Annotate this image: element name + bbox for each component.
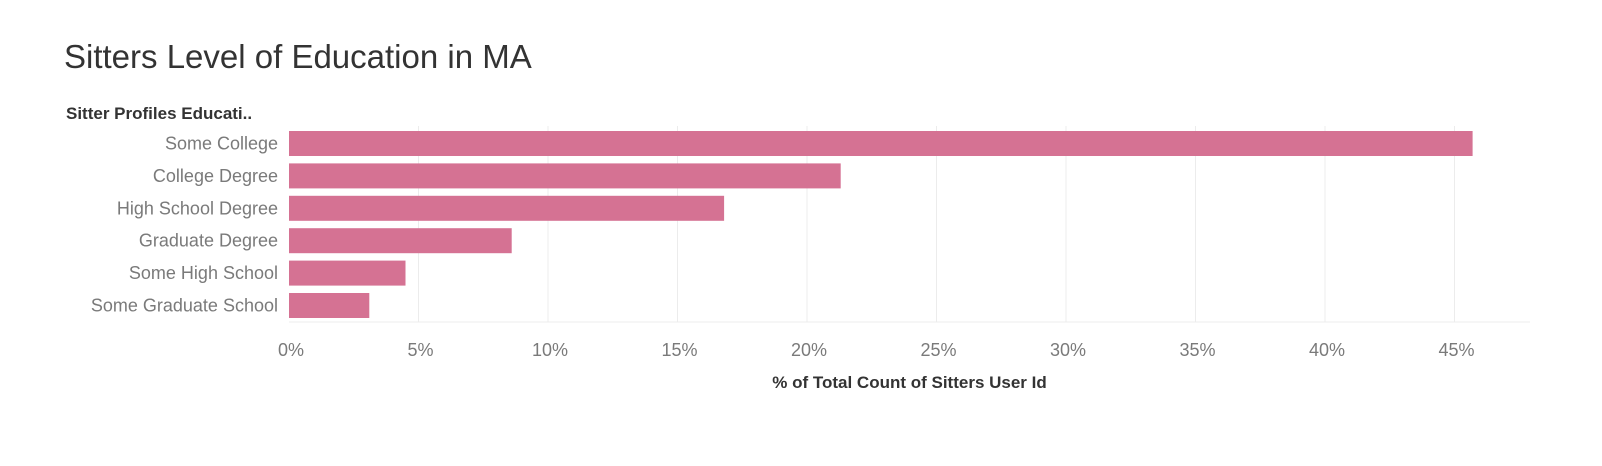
x-axis-title: % of Total Count of Sitters User Id (772, 373, 1047, 392)
category-axis-header: Sitter Profiles Educati.. (66, 104, 253, 123)
bars (289, 131, 1473, 318)
x-tick-label: 20% (791, 340, 827, 360)
x-tick-label: 30% (1050, 340, 1086, 360)
x-tick-label: 25% (920, 340, 956, 360)
x-tick-label: 45% (1438, 340, 1474, 360)
bar-some-high-school[interactable] (289, 260, 406, 286)
chart-title: Sitters Level of Education in MA (64, 38, 532, 75)
x-tick-label: 0% (278, 340, 304, 360)
bar-some-college[interactable] (289, 131, 1473, 156)
bar-graduate-degree[interactable] (289, 228, 512, 254)
bar-some-graduate-school[interactable] (289, 293, 370, 318)
x-tick-label: 40% (1309, 340, 1345, 360)
category-label: High School Degree (117, 198, 278, 218)
bar-college-degree[interactable] (289, 163, 841, 189)
category-label: Some High School (129, 263, 278, 283)
bar-high-school-degree[interactable] (289, 195, 725, 221)
category-label: Some College (165, 134, 278, 154)
x-tick-label: 5% (407, 340, 433, 360)
category-labels: Some College College Degree High School De… (91, 134, 278, 316)
category-label: Some Graduate School (91, 296, 278, 316)
x-tick-label: 15% (661, 340, 697, 360)
x-tick-label: 35% (1179, 340, 1215, 360)
category-label: College Degree (153, 166, 278, 186)
x-axis-ticks: 0% 5% 10% 15% 20% 25% 30% 35% 40% 45% (278, 340, 1475, 360)
x-tick-label: 10% (532, 340, 568, 360)
gridlines (289, 126, 1530, 323)
category-label: Graduate Degree (139, 231, 278, 251)
